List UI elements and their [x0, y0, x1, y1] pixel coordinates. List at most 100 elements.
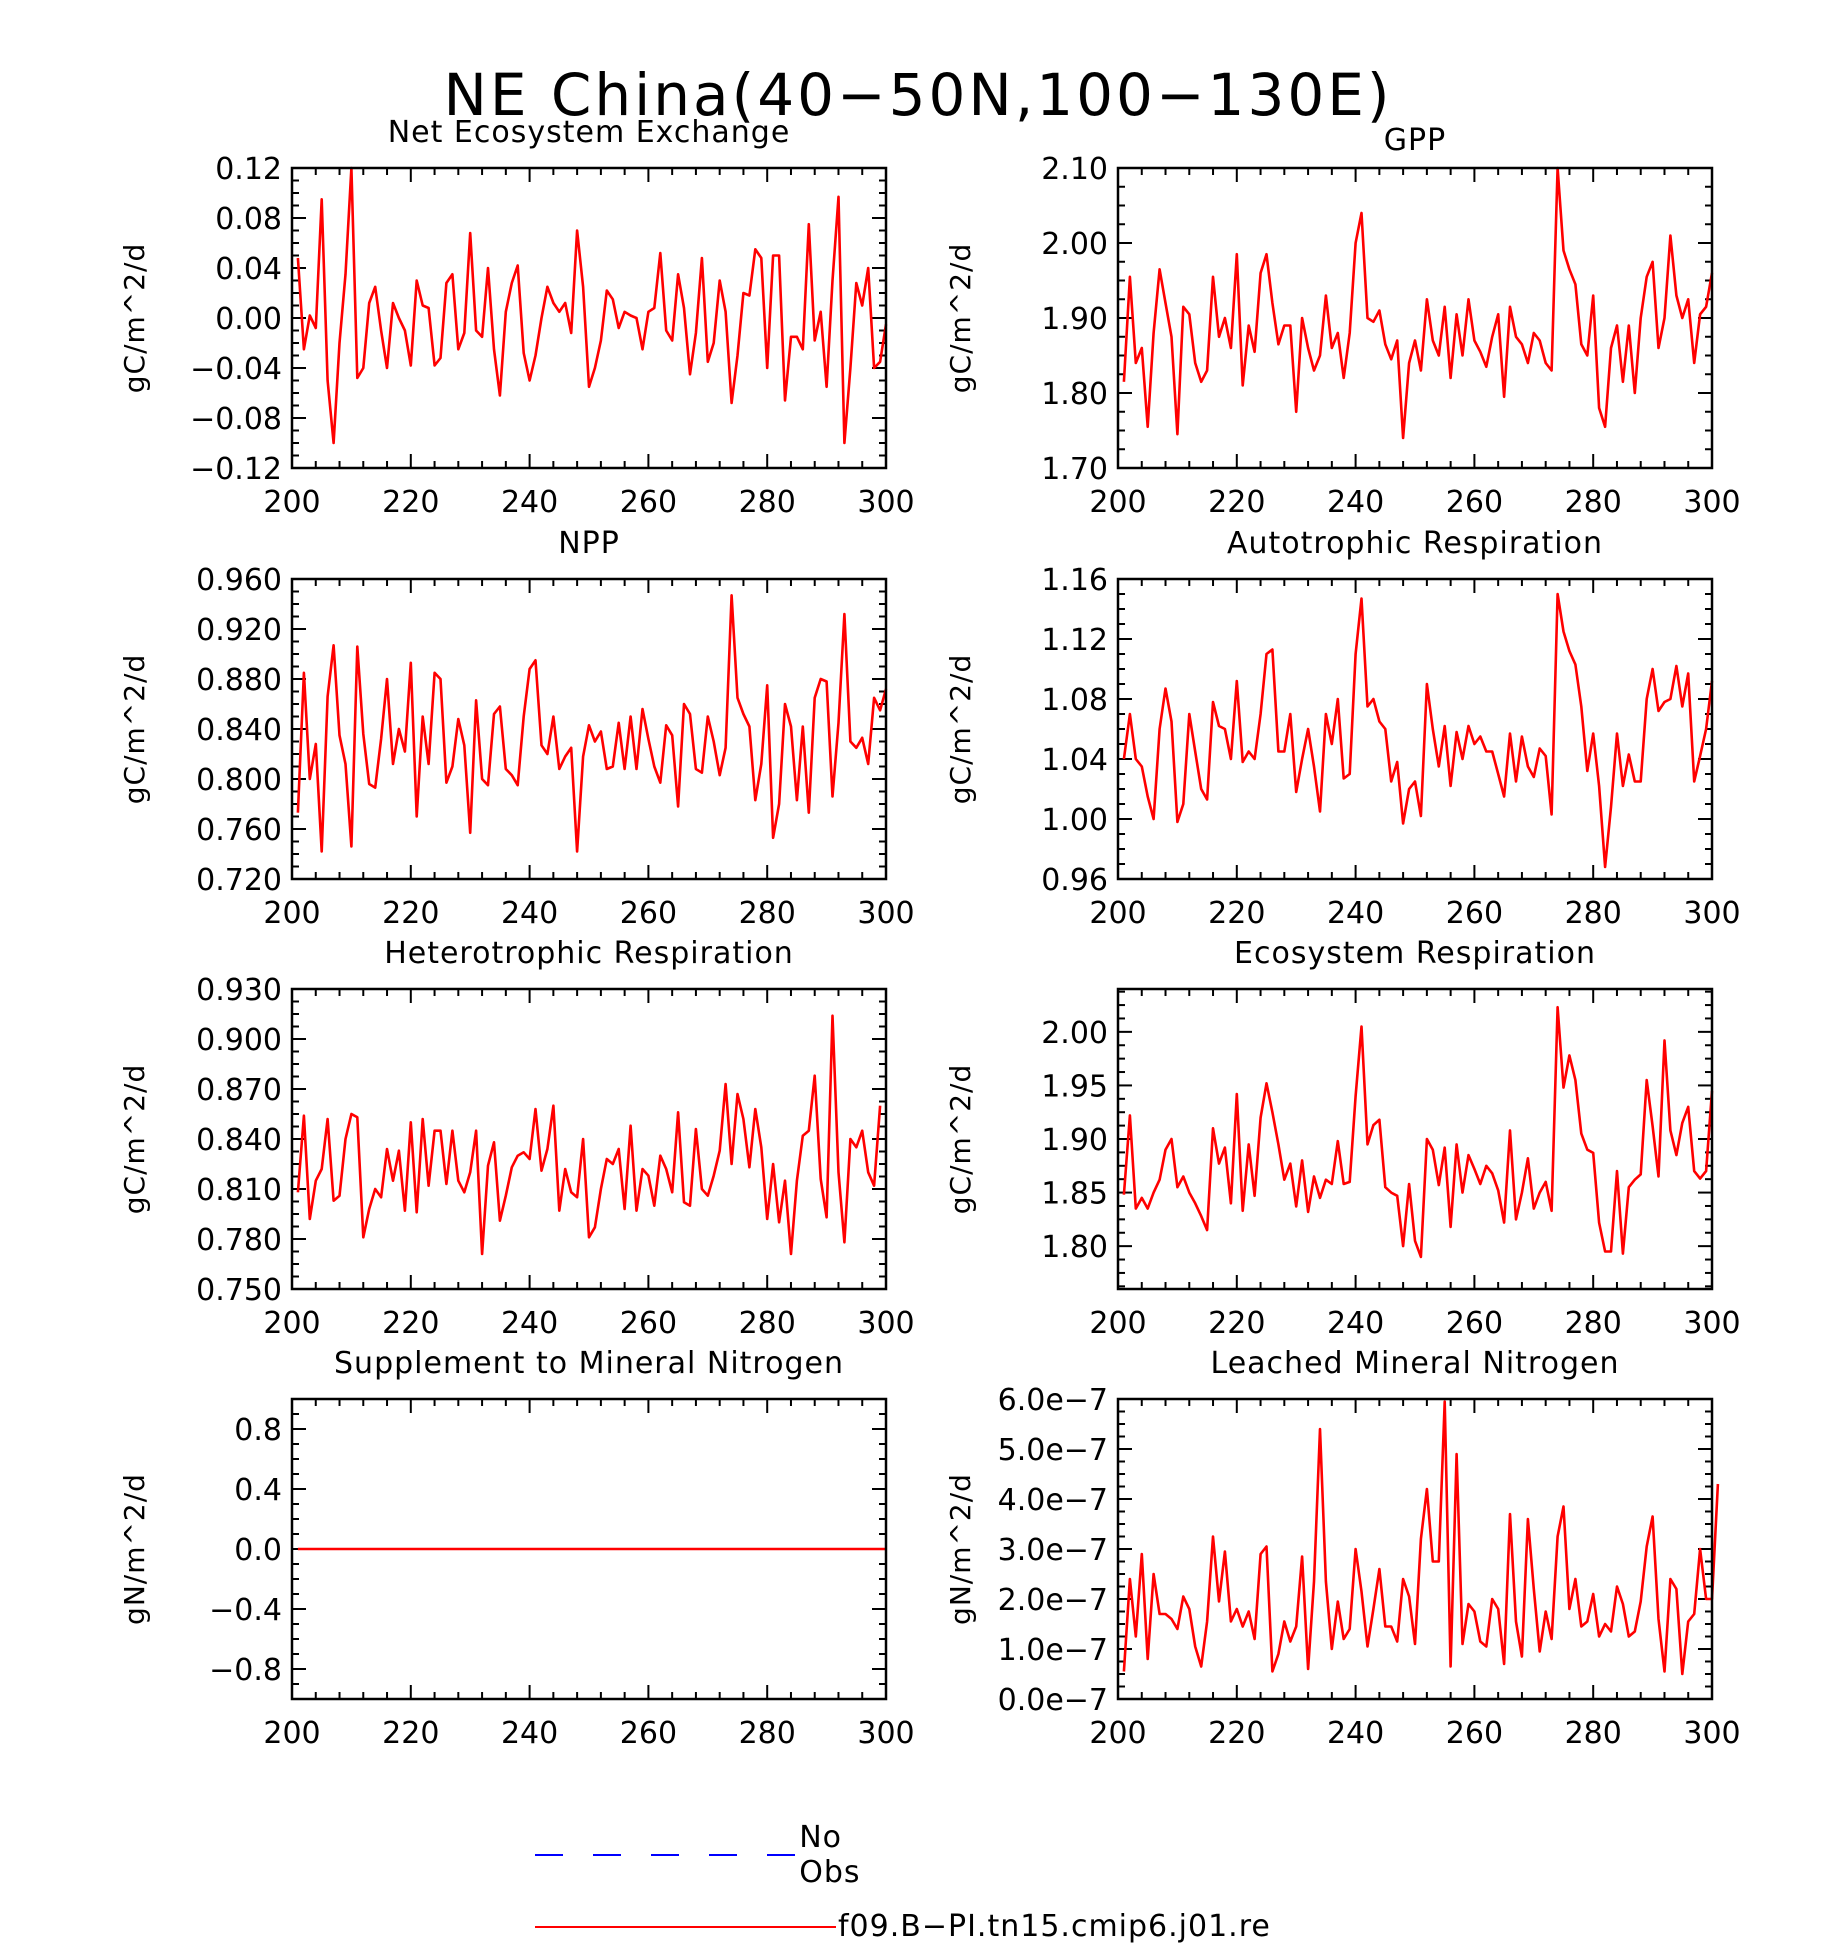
x-tick-label: 260	[1446, 896, 1503, 931]
x-tick-label: 240	[1327, 896, 1384, 931]
y-tick-label: 0.0	[234, 1533, 282, 1568]
y-axis-label: gC/m^2/d	[944, 654, 977, 805]
y-tick-label: 5.0e−7	[998, 1433, 1108, 1468]
series-line	[1122, 592, 1714, 869]
plot-frame	[290, 987, 888, 1291]
plot-frame	[1116, 166, 1714, 470]
series-line	[1122, 1400, 1720, 1676]
panel-title: Heterotrophic Respiration	[384, 936, 794, 971]
panel-title: Ecosystem Respiration	[1234, 936, 1596, 971]
x-tick-label: 280	[739, 1306, 796, 1341]
panel-title: NPP	[558, 526, 620, 561]
y-tick-label: −0.12	[190, 452, 282, 487]
y-tick-label: −0.8	[209, 1653, 282, 1688]
x-tick-label: 240	[501, 1306, 558, 1341]
y-tick-label: 2.00	[1041, 227, 1108, 262]
x-tick-label: 300	[857, 1716, 914, 1751]
x-tick-label: 280	[739, 896, 796, 931]
plot-frame	[1116, 987, 1714, 1291]
y-tick-label: −0.08	[190, 402, 282, 437]
x-tick-label: 220	[382, 485, 439, 520]
y-tick-label: 2.10	[1041, 152, 1108, 187]
y-tick-label: 0.8	[234, 1413, 282, 1448]
y-tick-label: 1.90	[1041, 302, 1108, 337]
x-tick-label: 200	[1089, 485, 1146, 520]
panel-title: Supplement to Mineral Nitrogen	[334, 1346, 844, 1381]
x-tick-label: 240	[1327, 485, 1384, 520]
y-tick-label: 0.840	[196, 713, 282, 748]
x-tick-label: 220	[1208, 485, 1265, 520]
plot-frame	[1116, 1397, 1714, 1701]
panel-title: Net Ecosystem Exchange	[388, 115, 791, 150]
x-tick-label: 220	[1208, 1306, 1265, 1341]
panel-title: GPP	[1384, 123, 1446, 158]
y-tick-label: 1.85	[1041, 1177, 1108, 1212]
x-tick-label: 200	[263, 1306, 320, 1341]
y-tick-label: 0.810	[196, 1173, 282, 1208]
y-tick-label: 1.80	[1041, 1230, 1108, 1265]
x-tick-label: 280	[1565, 896, 1622, 931]
plot-frame	[290, 1397, 888, 1701]
y-tick-label: 0.08	[215, 202, 282, 237]
panel-title: Autotrophic Respiration	[1227, 526, 1603, 561]
y-tick-label: 0.920	[196, 613, 282, 648]
x-tick-label: 240	[1327, 1306, 1384, 1341]
x-tick-label: 220	[382, 1716, 439, 1751]
y-tick-label: 0.900	[196, 1023, 282, 1058]
panel-gpp: GPP gC/m^2/d 200 220 240 260 280 300 1.70 1.80 1.9…	[944, 123, 1741, 520]
legend-label: f09.B−PI.tn15.cmip6.j01.re	[838, 1909, 1271, 1944]
x-tick-label: 240	[501, 1716, 558, 1751]
y-tick-label: 1.0e−7	[998, 1633, 1108, 1668]
x-tick-label: 260	[1446, 1306, 1503, 1341]
x-tick-label: 240	[1327, 1716, 1384, 1751]
y-axis-label: gC/m^2/d	[118, 654, 151, 805]
plot-frame	[290, 577, 888, 881]
panel-supplement-to-mineral-nitrogen: Supplement to Mineral Nitrogen gN/m^2/d 20…	[118, 1346, 915, 1751]
x-tick-label: 300	[1683, 1306, 1740, 1341]
plot-frame	[1116, 577, 1714, 881]
panel-autotrophic-respiration: Autotrophic Respiration gC/m^2/d 200 220 240…	[944, 526, 1741, 931]
legend-item-model-run: f09.B−PI.tn15.cmip6.j01.re	[533, 1909, 1271, 1944]
y-tick-label: 1.12	[1041, 623, 1108, 658]
panel-npp: NPP gC/m^2/d 200 220 240 260 280 300 0.720 0.760 0…	[118, 526, 915, 931]
y-tick-label: 3.0e−7	[998, 1533, 1108, 1568]
x-tick-label: 300	[857, 1306, 914, 1341]
x-tick-label: 240	[501, 896, 558, 931]
x-tick-label: 200	[1089, 1716, 1146, 1751]
y-tick-label: −0.04	[190, 352, 282, 387]
y-tick-label: 0.00	[215, 302, 282, 337]
y-tick-label: 0.840	[196, 1123, 282, 1158]
series-line	[296, 1014, 882, 1256]
series-line	[296, 593, 888, 853]
series-line	[1122, 166, 1714, 440]
y-tick-label: 1.00	[1041, 803, 1108, 838]
series-line	[1122, 1005, 1714, 1259]
x-tick-label: 300	[1683, 896, 1740, 931]
y-tick-label: 0.12	[215, 152, 282, 187]
panel-title: Leached Mineral Nitrogen	[1211, 1346, 1620, 1381]
y-tick-label: 0.930	[196, 973, 282, 1008]
y-tick-label: 0.800	[196, 763, 282, 798]
y-axis-label: gC/m^2/d	[944, 1064, 977, 1215]
x-tick-label: 200	[1089, 1306, 1146, 1341]
y-tick-label: 2.00	[1041, 1016, 1108, 1051]
x-tick-label: 200	[263, 1716, 320, 1751]
x-tick-label: 220	[382, 1306, 439, 1341]
y-tick-label: 0.0e−7	[998, 1683, 1108, 1718]
x-tick-label: 300	[857, 896, 914, 931]
legend-swatch-solid	[535, 1925, 836, 1928]
x-tick-label: 200	[263, 896, 320, 931]
y-tick-label: 0.750	[196, 1273, 282, 1308]
y-tick-label: 0.880	[196, 663, 282, 698]
y-tick-label: 4.0e−7	[998, 1483, 1108, 1518]
figure-title: NE China(40−50N,100−130E)	[443, 60, 1393, 129]
x-tick-label: 200	[263, 485, 320, 520]
x-tick-label: 260	[620, 896, 677, 931]
y-tick-label: 0.780	[196, 1223, 282, 1258]
x-tick-label: 280	[739, 485, 796, 520]
y-tick-label: 1.90	[1041, 1123, 1108, 1158]
legend-label: No Obs	[799, 1820, 861, 1890]
panel-ecosystem-respiration: Ecosystem Respiration gC/m^2/d 200 220 240 26…	[944, 936, 1741, 1341]
y-tick-label: 0.720	[196, 863, 282, 898]
x-tick-label: 220	[382, 896, 439, 931]
